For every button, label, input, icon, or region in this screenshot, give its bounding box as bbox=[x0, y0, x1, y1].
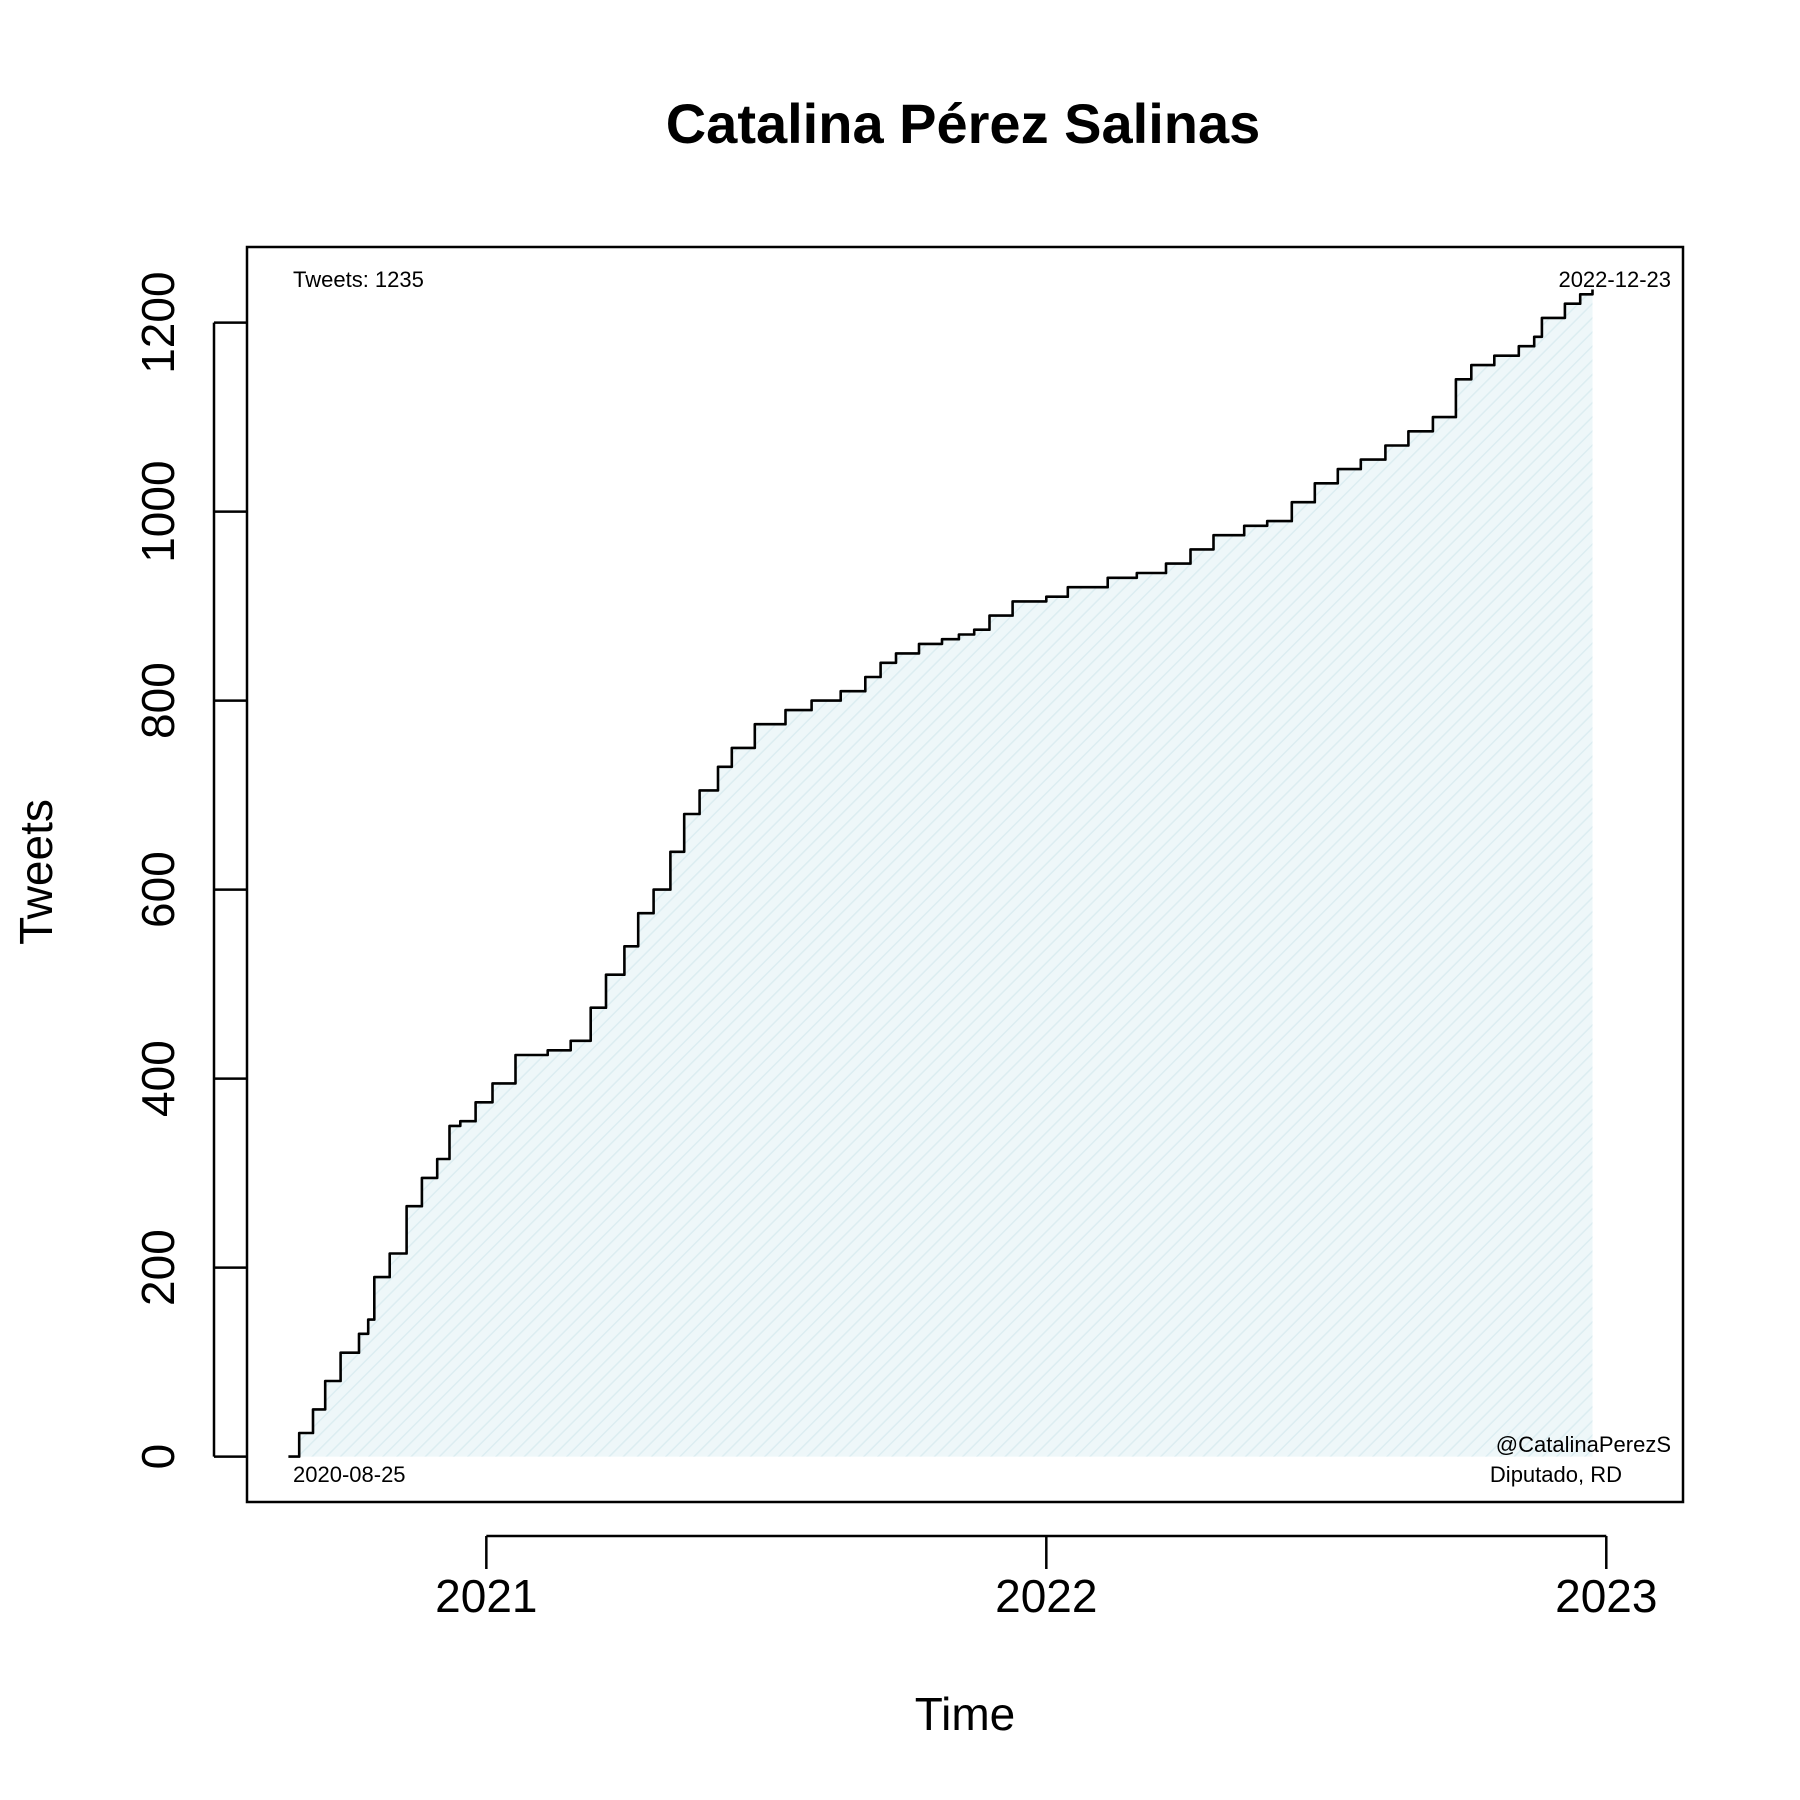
y-tick-label: 800 bbox=[132, 662, 184, 739]
x-tick-label: 2022 bbox=[995, 1570, 1097, 1622]
x-axis: 2021 2022 2023 bbox=[435, 1534, 1657, 1622]
y-tick-label: 1200 bbox=[132, 271, 184, 373]
y-tick-label: 0 bbox=[132, 1444, 184, 1470]
y-tick-label: 600 bbox=[132, 851, 184, 928]
y-tick-label: 400 bbox=[132, 1040, 184, 1117]
tweet-count-annotation: Tweets: 1235 bbox=[293, 267, 424, 292]
handle-annotation: @CatalinaPerezS bbox=[1496, 1432, 1671, 1457]
x-tick-label: 2023 bbox=[1555, 1570, 1657, 1622]
y-tick-label: 1000 bbox=[132, 460, 184, 562]
y-axis: 0 200 400 600 800 1000 1200 bbox=[132, 271, 247, 1469]
plot-area bbox=[288, 289, 1594, 1458]
y-tick-label: 200 bbox=[132, 1229, 184, 1306]
x-tick-label: 2021 bbox=[435, 1570, 537, 1622]
chart-title: Catalina Pérez Salinas bbox=[666, 92, 1261, 155]
y-axis-title: Tweets bbox=[10, 799, 62, 945]
series-area-fill bbox=[288, 289, 1593, 1457]
start-date-annotation: 2020-08-25 bbox=[293, 1462, 406, 1487]
role-annotation: Diputado, RD bbox=[1490, 1462, 1622, 1487]
plot-frame bbox=[245, 245, 1685, 1504]
series-line bbox=[288, 289, 1594, 1458]
x-axis-title: Time bbox=[915, 1688, 1016, 1740]
end-date-annotation: 2022-12-23 bbox=[1558, 267, 1671, 292]
